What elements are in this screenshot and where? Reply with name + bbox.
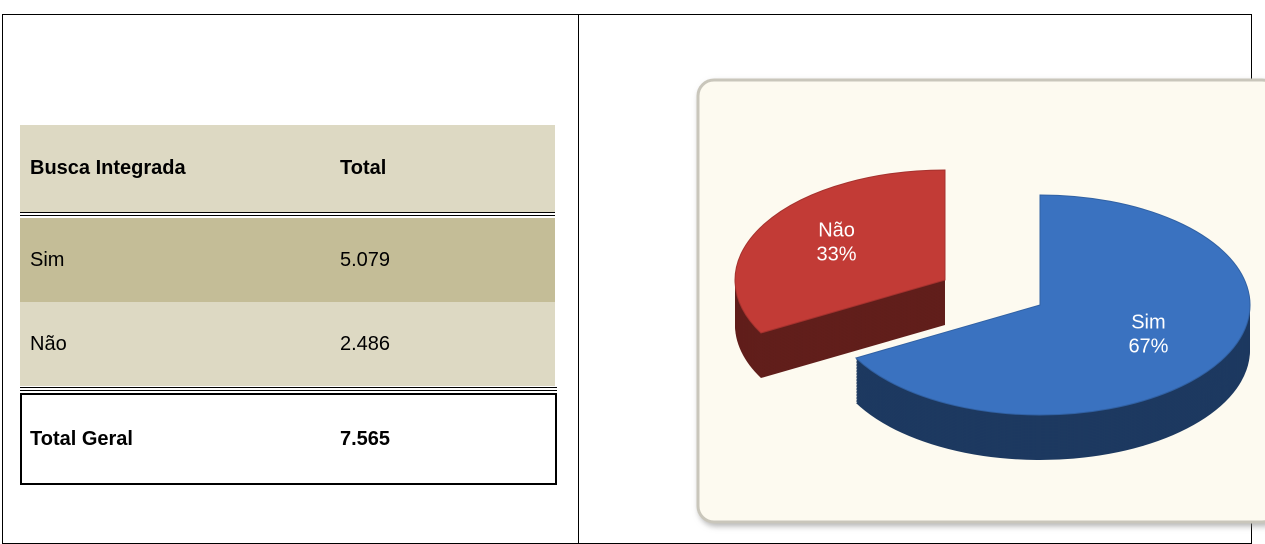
header-cell: Busca Integrada <box>30 157 186 179</box>
header-cell: Total <box>340 157 387 179</box>
cell: Não <box>30 332 67 355</box>
cell: 5.079 <box>340 248 391 271</box>
slice <box>854 194 1251 416</box>
slice <box>734 169 946 334</box>
table-row: Não 2.486 <box>20 302 555 386</box>
table-row: Sim 5.079 <box>20 218 555 302</box>
cell: 2.486 <box>340 332 391 355</box>
total-row: Total Geral 7.565 <box>20 393 557 485</box>
divider <box>578 14 579 544</box>
table-header: Busca Integrada Total <box>20 125 555 212</box>
cell: Total Geral <box>30 427 133 450</box>
cell: Sim <box>30 248 65 271</box>
slice-label: Sim <box>1131 312 1165 334</box>
double-rule <box>20 387 557 391</box>
cell: 7.565 <box>340 427 391 450</box>
slice-value-label: 67% <box>1128 336 1168 358</box>
slice-label: Não <box>818 219 855 241</box>
double-rule <box>20 212 555 216</box>
slice-value-label: 33% <box>817 243 857 265</box>
